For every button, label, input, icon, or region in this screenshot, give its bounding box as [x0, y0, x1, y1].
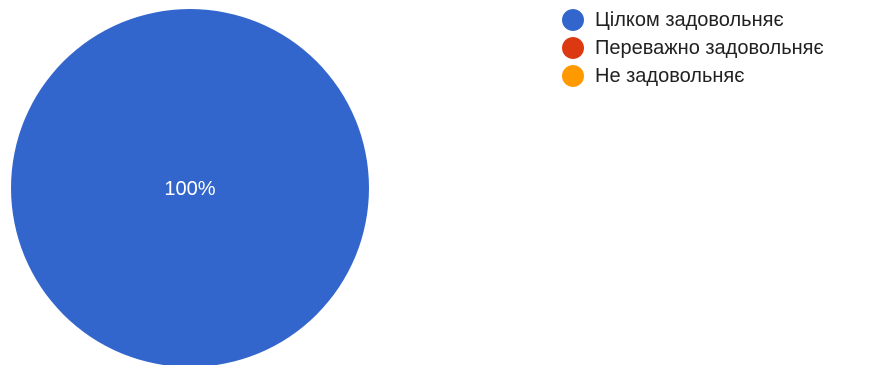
legend-item-not-satisfied[interactable]: Не задовольняє: [562, 62, 824, 90]
legend-label: Цілком задовольняє: [595, 8, 784, 31]
pie-slice[interactable]: [11, 9, 369, 365]
chart-legend: Цілком задовольняє Переважно задовольняє…: [562, 6, 824, 90]
legend-item-mostly-satisfied[interactable]: Переважно задовольняє: [562, 34, 824, 62]
legend-swatch-icon: [562, 37, 584, 59]
legend-item-fully-satisfied[interactable]: Цілком задовольняє: [562, 6, 824, 34]
legend-label: Переважно задовольняє: [595, 36, 824, 59]
legend-label: Не задовольняє: [595, 64, 745, 87]
legend-swatch-icon: [562, 65, 584, 87]
legend-swatch-icon: [562, 9, 584, 31]
pie-slice-label: 100%: [164, 178, 215, 200]
